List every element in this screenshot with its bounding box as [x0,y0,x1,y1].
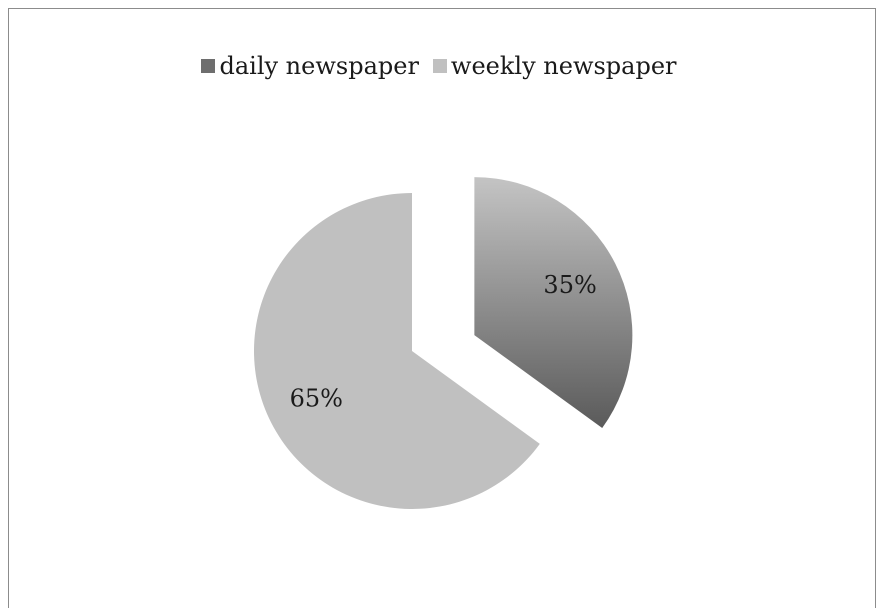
data-label-daily-newspaper: 35% [543,271,596,299]
legend-swatch-weekly-newspaper [432,59,447,73]
legend-label-weekly-newspaper: weekly newspaper [450,52,677,80]
chart-frame [8,8,876,608]
legend-item-daily-newspaper: daily newspaper [201,52,419,80]
pie-labels: 35% 65% [290,271,597,412]
pie-slice-weekly-newspaper [254,193,540,509]
pie-slices [254,177,633,509]
pie-slice-daily-newspaper [474,177,633,428]
legend-item-weekly-newspaper: weekly newspaper [432,52,677,80]
legend-label-daily-newspaper: daily newspaper [219,52,419,80]
pie-chart: 35% 65% [254,177,633,509]
data-label-weekly-newspaper: 65% [290,384,343,412]
chart-legend: daily newspaper weekly newspaper [0,52,878,80]
legend-swatch-daily-newspaper [201,59,216,73]
